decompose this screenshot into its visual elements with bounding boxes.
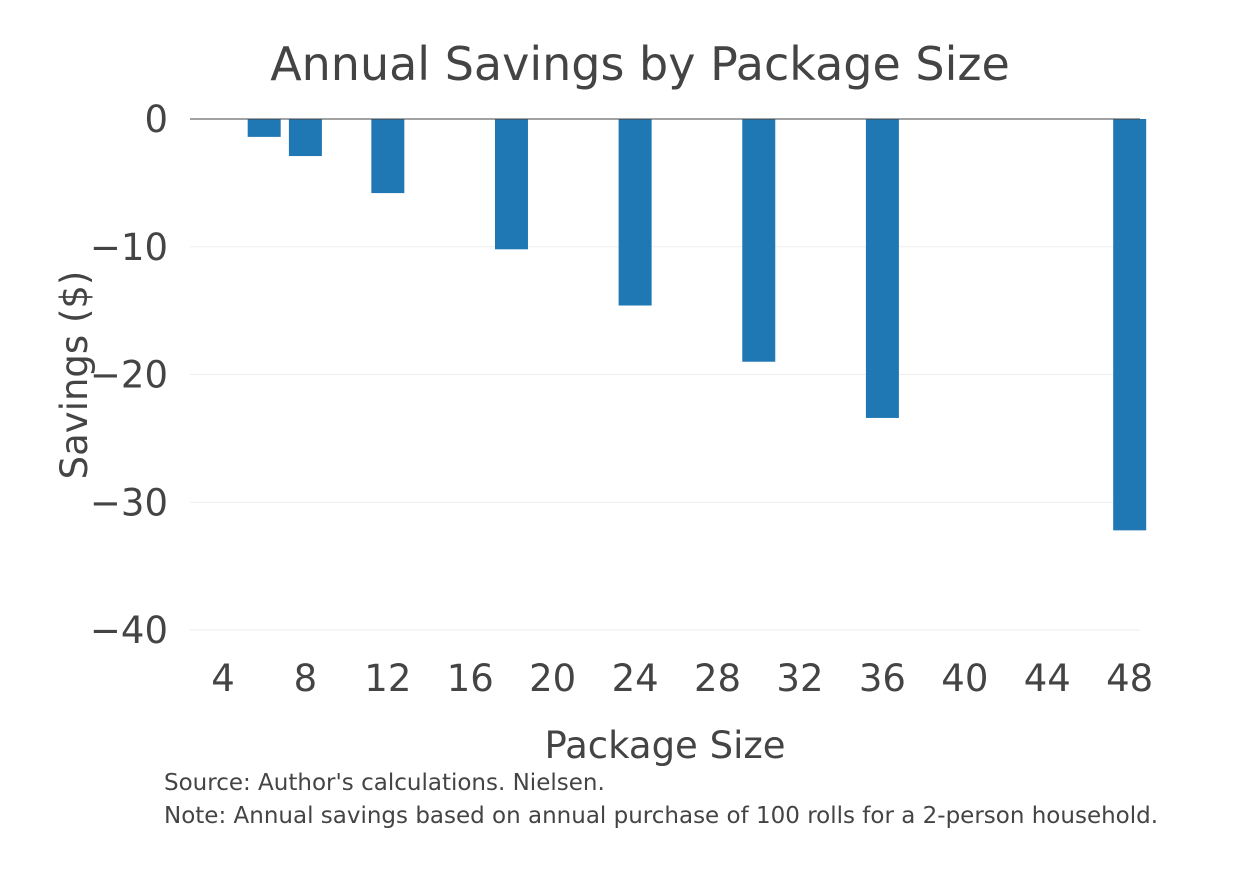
source-note: Source: Author's calculations. Nielsen. [164,770,605,796]
x-tick-label: 16 [447,657,494,700]
bar [371,119,405,194]
y-tick-label: −30 [90,481,168,524]
x-tick-label: 44 [1024,657,1071,700]
footnote: Note: Annual savings based on annual pur… [164,803,1158,829]
bars [247,119,1147,531]
x-tick-label: 36 [859,657,906,700]
bar [742,119,776,362]
y-tick-label: −10 [90,226,168,269]
y-tick-label: −20 [90,354,168,397]
x-tick-label: 40 [941,657,988,700]
bar [247,119,281,137]
x-tick-label: 28 [694,657,741,700]
bar [618,119,652,306]
x-tick-label: 32 [776,657,823,700]
x-axis-title: Package Size [544,724,785,767]
x-axis-ticks: 4 8 12 16 20 24 28 32 36 40 44 48 [211,657,1153,700]
x-tick-label: 8 [294,657,318,700]
x-tick-label: 12 [364,657,411,700]
x-tick-label: 48 [1106,657,1153,700]
chart-title: Annual Savings by Package Size [270,37,1010,91]
bar [1113,119,1147,531]
y-tick-label: −40 [90,609,168,652]
bar [288,119,322,157]
y-axis-title: Savings ($) [53,271,96,480]
y-axis-ticks: 0 −10 −20 −30 −40 [90,98,168,652]
x-tick-label: 20 [529,657,576,700]
bar [865,119,899,418]
x-tick-label: 24 [612,657,659,700]
y-tick-label: 0 [144,98,168,141]
bar [494,119,528,250]
x-tick-label: 4 [211,657,235,700]
gridlines [190,246,1140,631]
